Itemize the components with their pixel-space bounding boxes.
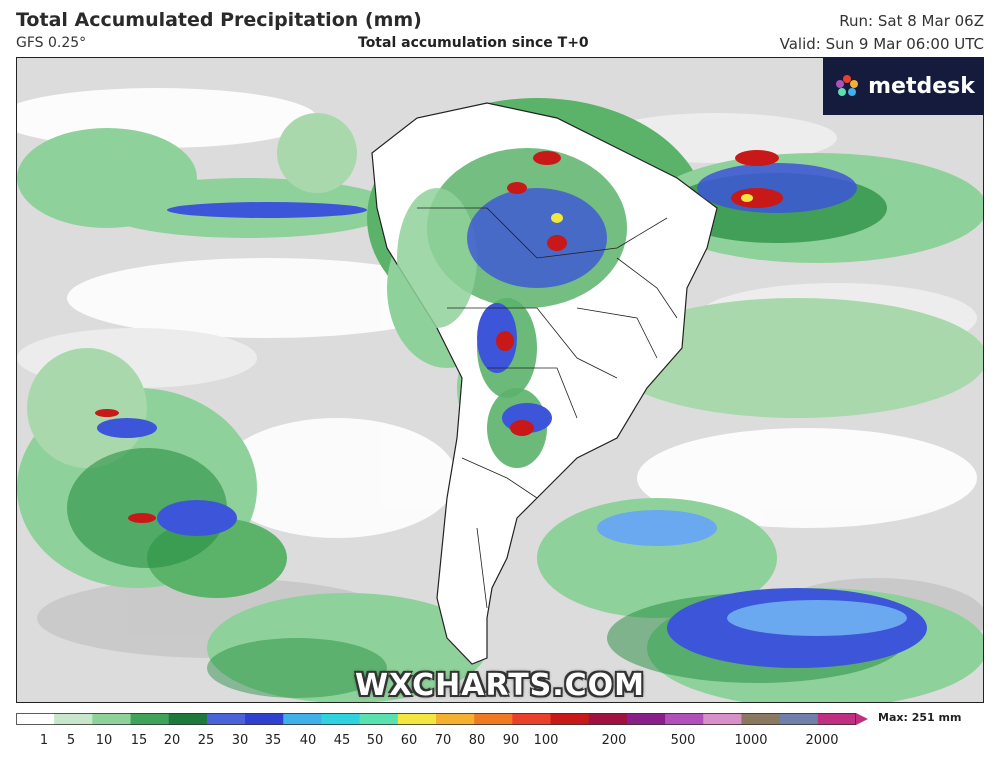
colorbar-segment bbox=[16, 713, 55, 725]
precip-blue-bands bbox=[97, 163, 927, 668]
colorbar-tick-label: 30 bbox=[231, 733, 249, 748]
wxcharts-watermark: WXCHARTS.COM bbox=[354, 668, 646, 703]
colorbar-segment bbox=[817, 713, 857, 725]
colorbar-segment bbox=[359, 713, 399, 725]
colorbar-tick-label: 50 bbox=[366, 733, 384, 748]
chart-title: Total Accumulated Precipitation (mm) bbox=[16, 9, 422, 31]
colorbar-tick-label: 200 bbox=[601, 733, 627, 748]
colorbar-segment bbox=[741, 713, 781, 725]
colorbar-segment bbox=[436, 713, 475, 725]
colorbar-tick-label: 35 bbox=[264, 733, 282, 748]
precip-intense-cores bbox=[95, 150, 783, 523]
colorbar-outline bbox=[16, 713, 856, 725]
colorbar-segment bbox=[665, 713, 704, 725]
metdesk-logo: metdesk bbox=[823, 57, 984, 115]
colorbar-segment bbox=[397, 713, 437, 725]
colorbar-tick-label: 70 bbox=[434, 733, 452, 748]
colorbar-segment bbox=[474, 713, 513, 725]
colorbar-segment bbox=[321, 713, 361, 725]
metdesk-logo-text: metdesk bbox=[868, 73, 975, 99]
colorbar-tick-label: 15 bbox=[130, 733, 148, 748]
colorbar-tick-label: 60 bbox=[400, 733, 418, 748]
colorbar-segment bbox=[703, 713, 742, 725]
colorbar-segment bbox=[512, 713, 552, 725]
colorbar-tick-label: 1 bbox=[39, 733, 49, 748]
colorbar-tick-label: 80 bbox=[468, 733, 486, 748]
run-time: Run: Sat 8 Mar 06Z bbox=[839, 12, 984, 30]
colorbar-tick-label: 5 bbox=[66, 733, 76, 748]
colorbar-segment bbox=[54, 713, 93, 725]
colorbar-tick-label: 90 bbox=[502, 733, 520, 748]
colorbar-tick-label: 2000 bbox=[805, 733, 839, 748]
colorbar bbox=[16, 713, 868, 725]
country-borders bbox=[417, 207, 678, 609]
colorbar-tick-labels: 1 5 10 15 20 25 30 35 40 45 50 60 70 80 90 100 200 500 100… bbox=[0, 733, 1000, 753]
colorbar-segment bbox=[626, 713, 666, 725]
model-label: GFS 0.25° bbox=[16, 35, 87, 51]
valid-time: Valid: Sun 9 Mar 06:00 UTC bbox=[779, 35, 984, 53]
colorbar-tick-label: 10 bbox=[95, 733, 113, 748]
colorbar-segment bbox=[206, 713, 246, 725]
colorbar-segment bbox=[588, 713, 628, 725]
colorbar-segment bbox=[92, 713, 132, 725]
chart-subtitle: Total accumulation since T+0 bbox=[358, 35, 589, 51]
colorbar-segment bbox=[283, 713, 322, 725]
colorbar-tick-label: 500 bbox=[670, 733, 696, 748]
colorbar-tick-label: 25 bbox=[197, 733, 215, 748]
colorbar-segment bbox=[168, 713, 208, 725]
colorbar-tick-label: 20 bbox=[163, 733, 181, 748]
precipitation-map bbox=[16, 57, 984, 703]
colorbar-segment bbox=[779, 713, 819, 725]
colorbar-tick-label: 45 bbox=[333, 733, 351, 748]
colorbar-tick-label: 1000 bbox=[734, 733, 768, 748]
max-value-label: Max: 251 mm bbox=[878, 711, 962, 724]
colorbar-tick-label: 100 bbox=[533, 733, 559, 748]
colorbar-segment bbox=[550, 713, 590, 725]
colorbar-segment bbox=[130, 713, 170, 725]
colorbar-extend-arrow bbox=[856, 713, 868, 725]
colorbar-tick-label: 40 bbox=[299, 733, 317, 748]
map-canvas bbox=[17, 58, 983, 702]
colorbar-segment bbox=[245, 713, 284, 725]
pinwheel-icon bbox=[836, 75, 859, 96]
